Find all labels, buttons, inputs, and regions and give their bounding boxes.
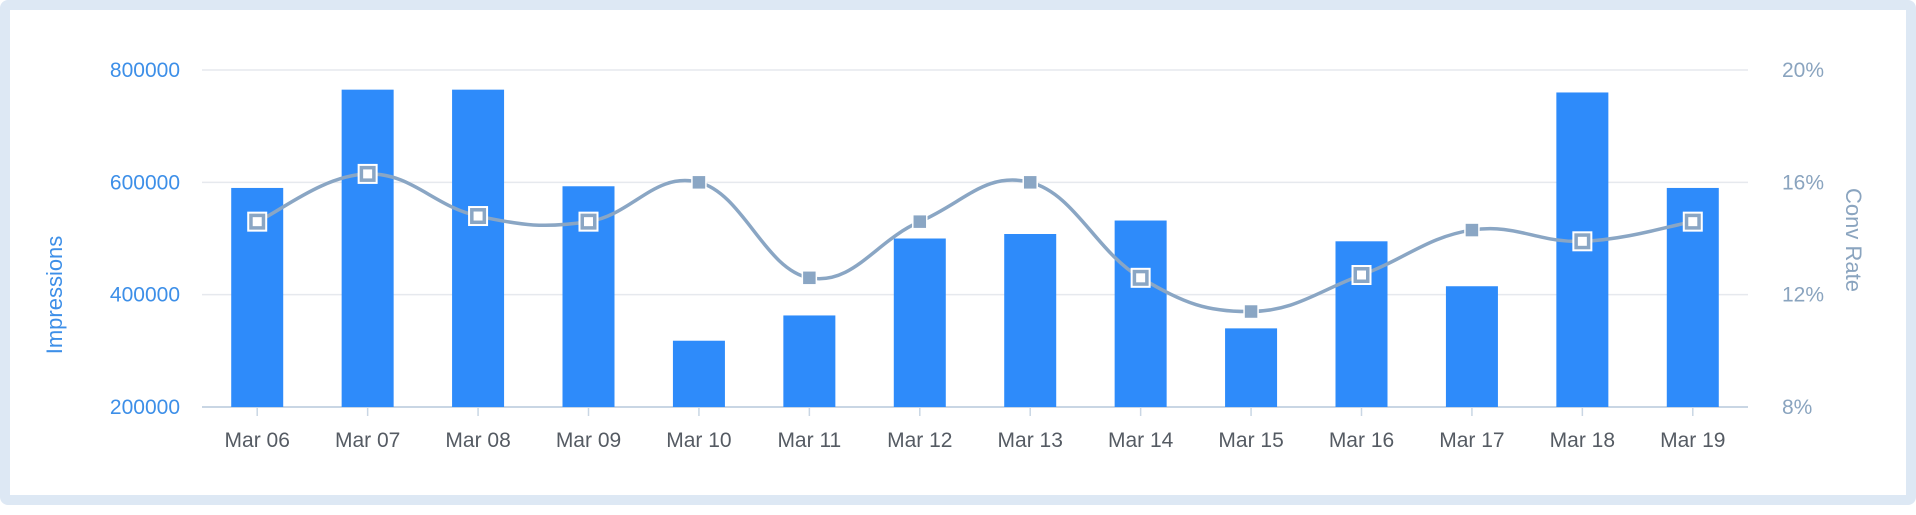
gridlines <box>202 69 1748 408</box>
conv-rate-point[interactable] <box>912 213 928 230</box>
impressions-bar[interactable] <box>672 340 725 407</box>
y-tick-label-left: 200000 <box>110 396 180 419</box>
combo-chart: 200000 400000 600000 800000 8% 12% 16% 20% Mar… <box>42 59 1866 452</box>
conv-rate-point-center <box>1577 236 1587 246</box>
y-tick-label-right: 8% <box>1782 396 1812 419</box>
y-tick-label-left: 800000 <box>110 59 180 82</box>
impressions-bar[interactable] <box>1114 220 1167 407</box>
y-tick-label-right: 20% <box>1782 59 1824 82</box>
conv-rate-point[interactable] <box>1022 174 1038 191</box>
y-axis-title-left: Impressions <box>42 236 67 355</box>
impressions-bar[interactable] <box>1445 286 1498 407</box>
impressions-bar[interactable] <box>452 89 505 408</box>
impressions-bar[interactable] <box>1225 328 1278 407</box>
conv-rate-markers <box>247 163 1703 320</box>
conv-rate-point-center <box>1136 273 1146 283</box>
x-tick-label: Mar 16 <box>1329 429 1394 452</box>
impressions-bar[interactable] <box>783 315 836 407</box>
impressions-bar[interactable] <box>1004 234 1057 407</box>
conv-rate-point[interactable] <box>691 174 707 191</box>
x-tick-label: Mar 13 <box>998 429 1063 452</box>
x-tick-label: Mar 11 <box>777 429 841 452</box>
x-tick-label: Mar 19 <box>1660 429 1725 452</box>
conv-rate-point[interactable] <box>801 270 818 286</box>
y-tick-label-right: 12% <box>1782 284 1824 307</box>
y-tick-label-right: 16% <box>1782 171 1824 194</box>
x-tick-label: Mar 14 <box>1108 429 1174 452</box>
conv-rate-point-center <box>252 217 262 227</box>
x-tick-label: Mar 17 <box>1439 429 1504 452</box>
impressions-bar[interactable] <box>893 238 946 408</box>
conv-rate-point-center <box>584 217 593 227</box>
conv-rate-point[interactable] <box>1243 303 1259 320</box>
x-tick-label: Mar 09 <box>556 429 621 452</box>
conv-rate-point-center <box>1688 217 1698 227</box>
conv-rate-point-center <box>1357 270 1366 280</box>
left-axis-ticks: 200000 400000 600000 800000 <box>110 59 180 419</box>
y-tick-label-left: 400000 <box>110 284 180 307</box>
x-tick-label: Mar 07 <box>335 429 400 452</box>
x-axis-ticks: Mar 06 Mar 07 Mar 08 Mar 09 Mar 10 Mar 11 Mar … <box>225 407 1725 452</box>
conv-rate-line <box>256 172 1694 314</box>
x-tick-label: Mar 10 <box>666 429 731 452</box>
conv-rate-point[interactable] <box>1464 222 1480 238</box>
impressions-bar[interactable] <box>341 89 394 408</box>
impressions-bars <box>231 89 1719 408</box>
right-axis-ticks: 8% 12% 16% 20% <box>1782 59 1824 419</box>
x-tick-label: Mar 08 <box>445 429 510 452</box>
x-tick-label: Mar 18 <box>1550 429 1615 452</box>
conv-rate-point-center <box>473 211 483 221</box>
conv-rate-point-center <box>363 169 373 179</box>
y-axis-title-right: Conv Rate <box>1841 188 1866 292</box>
x-tick-label: Mar 12 <box>887 429 952 452</box>
x-tick-label: Mar 15 <box>1218 429 1283 452</box>
x-tick-label: Mar 06 <box>225 429 290 452</box>
y-tick-label-left: 600000 <box>110 171 180 194</box>
